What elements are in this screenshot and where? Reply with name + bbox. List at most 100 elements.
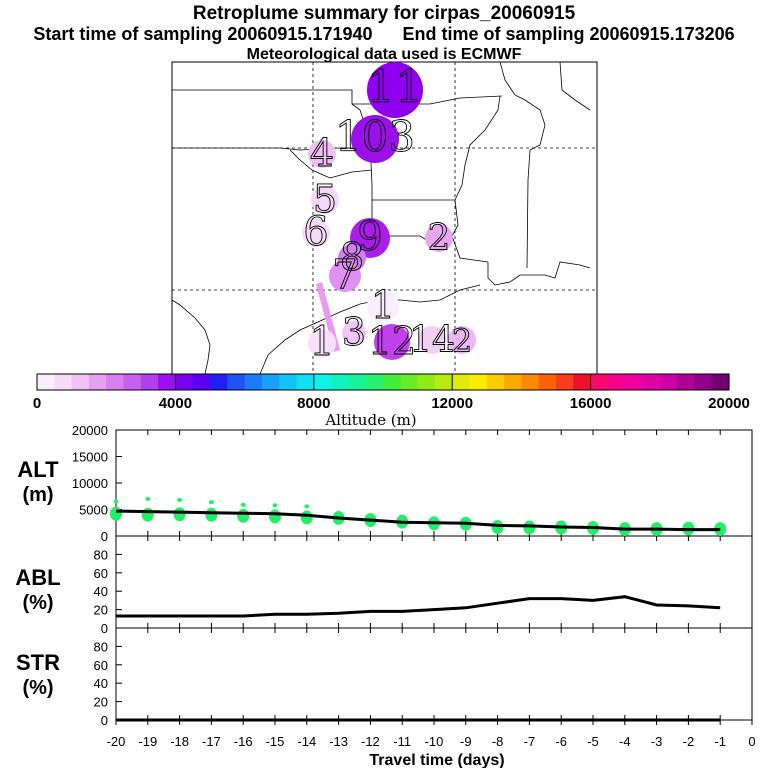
colorbar-cell bbox=[192, 374, 211, 390]
alt-ytick-label: 0 bbox=[101, 529, 108, 544]
x-axis-label: Travel time (days) bbox=[369, 752, 504, 768]
x-tick-label: -16 bbox=[234, 734, 253, 749]
abl-series-line bbox=[116, 595, 721, 618]
colorbar-cell bbox=[383, 374, 401, 390]
x-tick-label: -4 bbox=[619, 734, 631, 749]
met-data-label: Meteorological data used is ECMWF bbox=[246, 46, 522, 63]
str-ytick-label: 20 bbox=[94, 695, 108, 710]
alt-upper-dot bbox=[240, 502, 246, 507]
alt-upper-dot bbox=[272, 503, 278, 508]
chart-title: Retroplume summary for cirpas_20060915 bbox=[192, 3, 576, 24]
colorbar-cell bbox=[158, 374, 176, 390]
colorbar-cell bbox=[694, 374, 713, 390]
plume-label: 2 bbox=[452, 322, 472, 360]
plume-label: 5 bbox=[313, 177, 337, 221]
alt-particle-dot bbox=[237, 508, 250, 523]
x-tick-label: -14 bbox=[297, 734, 316, 749]
alt-particle-dot bbox=[523, 520, 536, 535]
plume-circle bbox=[311, 186, 339, 214]
plume-circle bbox=[351, 115, 399, 163]
colorbar-cell bbox=[210, 374, 228, 390]
plume-circle bbox=[308, 140, 336, 168]
plume-circle bbox=[308, 329, 336, 357]
alt-ytick-label: 15000 bbox=[72, 450, 108, 465]
abl-panel-title: ABL bbox=[15, 565, 60, 590]
alt-particle-dot bbox=[205, 507, 218, 522]
x-tick-label: -18 bbox=[170, 734, 189, 749]
colorbar-cell bbox=[417, 374, 436, 390]
x-tick-label: -8 bbox=[492, 734, 504, 749]
plume-circles bbox=[302, 62, 476, 360]
colorbar-cell bbox=[175, 374, 194, 390]
x-tick-label: -7 bbox=[524, 734, 536, 749]
colorbar-cell bbox=[123, 374, 142, 390]
y-axis-ticks: 0 5000 10000 15000 20000 0 20 40 60 80 0 20 40 60 80 bbox=[72, 423, 122, 728]
start-time-label: Start time of sampling 20060915.171940 bbox=[33, 24, 373, 44]
map-state-borders bbox=[171, 61, 591, 375]
colorbar-cell bbox=[625, 374, 644, 390]
colorbar-cell bbox=[279, 374, 298, 390]
alt-particle-dot bbox=[173, 507, 186, 522]
colorbar-cell bbox=[296, 374, 315, 390]
plume-label: 8 bbox=[340, 235, 364, 279]
plume-circle bbox=[367, 290, 399, 322]
colorbar-cell bbox=[607, 374, 626, 390]
str-ytick-label: 0 bbox=[101, 713, 108, 728]
plume-label: 11 bbox=[367, 62, 423, 113]
x-tick-label: -19 bbox=[138, 734, 157, 749]
x-tick-label: 0 bbox=[748, 734, 755, 749]
plume-label: 9 bbox=[357, 214, 382, 260]
abl-ytick-label: 60 bbox=[94, 566, 108, 581]
plume-circle bbox=[374, 324, 410, 360]
colorbar-cell bbox=[711, 374, 730, 390]
alt-particle-dot bbox=[300, 510, 313, 525]
abl-ytick-label: 40 bbox=[94, 584, 108, 599]
abl-ytick-label: 80 bbox=[94, 547, 108, 562]
x-tick-label: -10 bbox=[425, 734, 444, 749]
x-tick-label: -13 bbox=[329, 734, 348, 749]
plume-label: 4 bbox=[310, 131, 334, 175]
x-axis-ticks: -20 -19 -18 -17 -16 -15 -14 -13 -12 -11 -10 -9 -8 -7-… bbox=[107, 430, 756, 749]
plume-circle bbox=[425, 224, 453, 252]
x-tick-label: -11 bbox=[393, 734, 411, 749]
x-tick-label: -3 bbox=[651, 734, 663, 749]
colorbar-label: Altitude (m) bbox=[324, 411, 416, 429]
colorbar-cell bbox=[452, 374, 471, 390]
colorbar-cell bbox=[590, 374, 609, 390]
plume-label: 12 bbox=[368, 319, 416, 363]
str-ytick-label: 60 bbox=[94, 658, 108, 673]
panels-frame bbox=[115, 429, 753, 721]
plume-label: 14 bbox=[409, 320, 455, 361]
colorbar-cell bbox=[313, 374, 332, 390]
plume-streak bbox=[316, 282, 340, 352]
plume-circle bbox=[329, 260, 361, 292]
end-time-label: End time of sampling 20060915.173206 bbox=[402, 24, 735, 44]
colorbar-cell bbox=[227, 374, 246, 390]
plume-label: 3 bbox=[342, 310, 366, 354]
colorbar-cell bbox=[573, 374, 592, 390]
x-tick-label: -17 bbox=[202, 734, 221, 749]
colorbar-cell bbox=[348, 374, 367, 390]
colorbar-cell bbox=[331, 374, 349, 390]
colorbar-cell bbox=[434, 374, 453, 390]
alt-ytick-label: 5000 bbox=[79, 503, 108, 518]
alt-upper-dot bbox=[208, 500, 214, 505]
plume-label: 7 bbox=[332, 252, 357, 298]
colorbar-cell bbox=[54, 374, 73, 390]
colorbar-tick-label: 12000 bbox=[431, 395, 473, 412]
alt-panel-unit: (m) bbox=[22, 484, 53, 506]
x-tick-label: -2 bbox=[683, 734, 695, 749]
colorbar-cell bbox=[37, 374, 55, 390]
alt-series-line bbox=[115, 509, 721, 532]
colorbar-cell bbox=[88, 374, 107, 390]
plume-circle bbox=[418, 326, 446, 354]
colorbar-cell bbox=[71, 374, 90, 390]
alt-particle-dot bbox=[141, 507, 154, 522]
colorbar-frame bbox=[36, 373, 730, 391]
x-tick-label: -20 bbox=[107, 734, 126, 749]
colorbar-cell bbox=[400, 374, 419, 390]
colorbar-cell bbox=[486, 374, 505, 390]
colorbar-cell bbox=[677, 374, 695, 390]
